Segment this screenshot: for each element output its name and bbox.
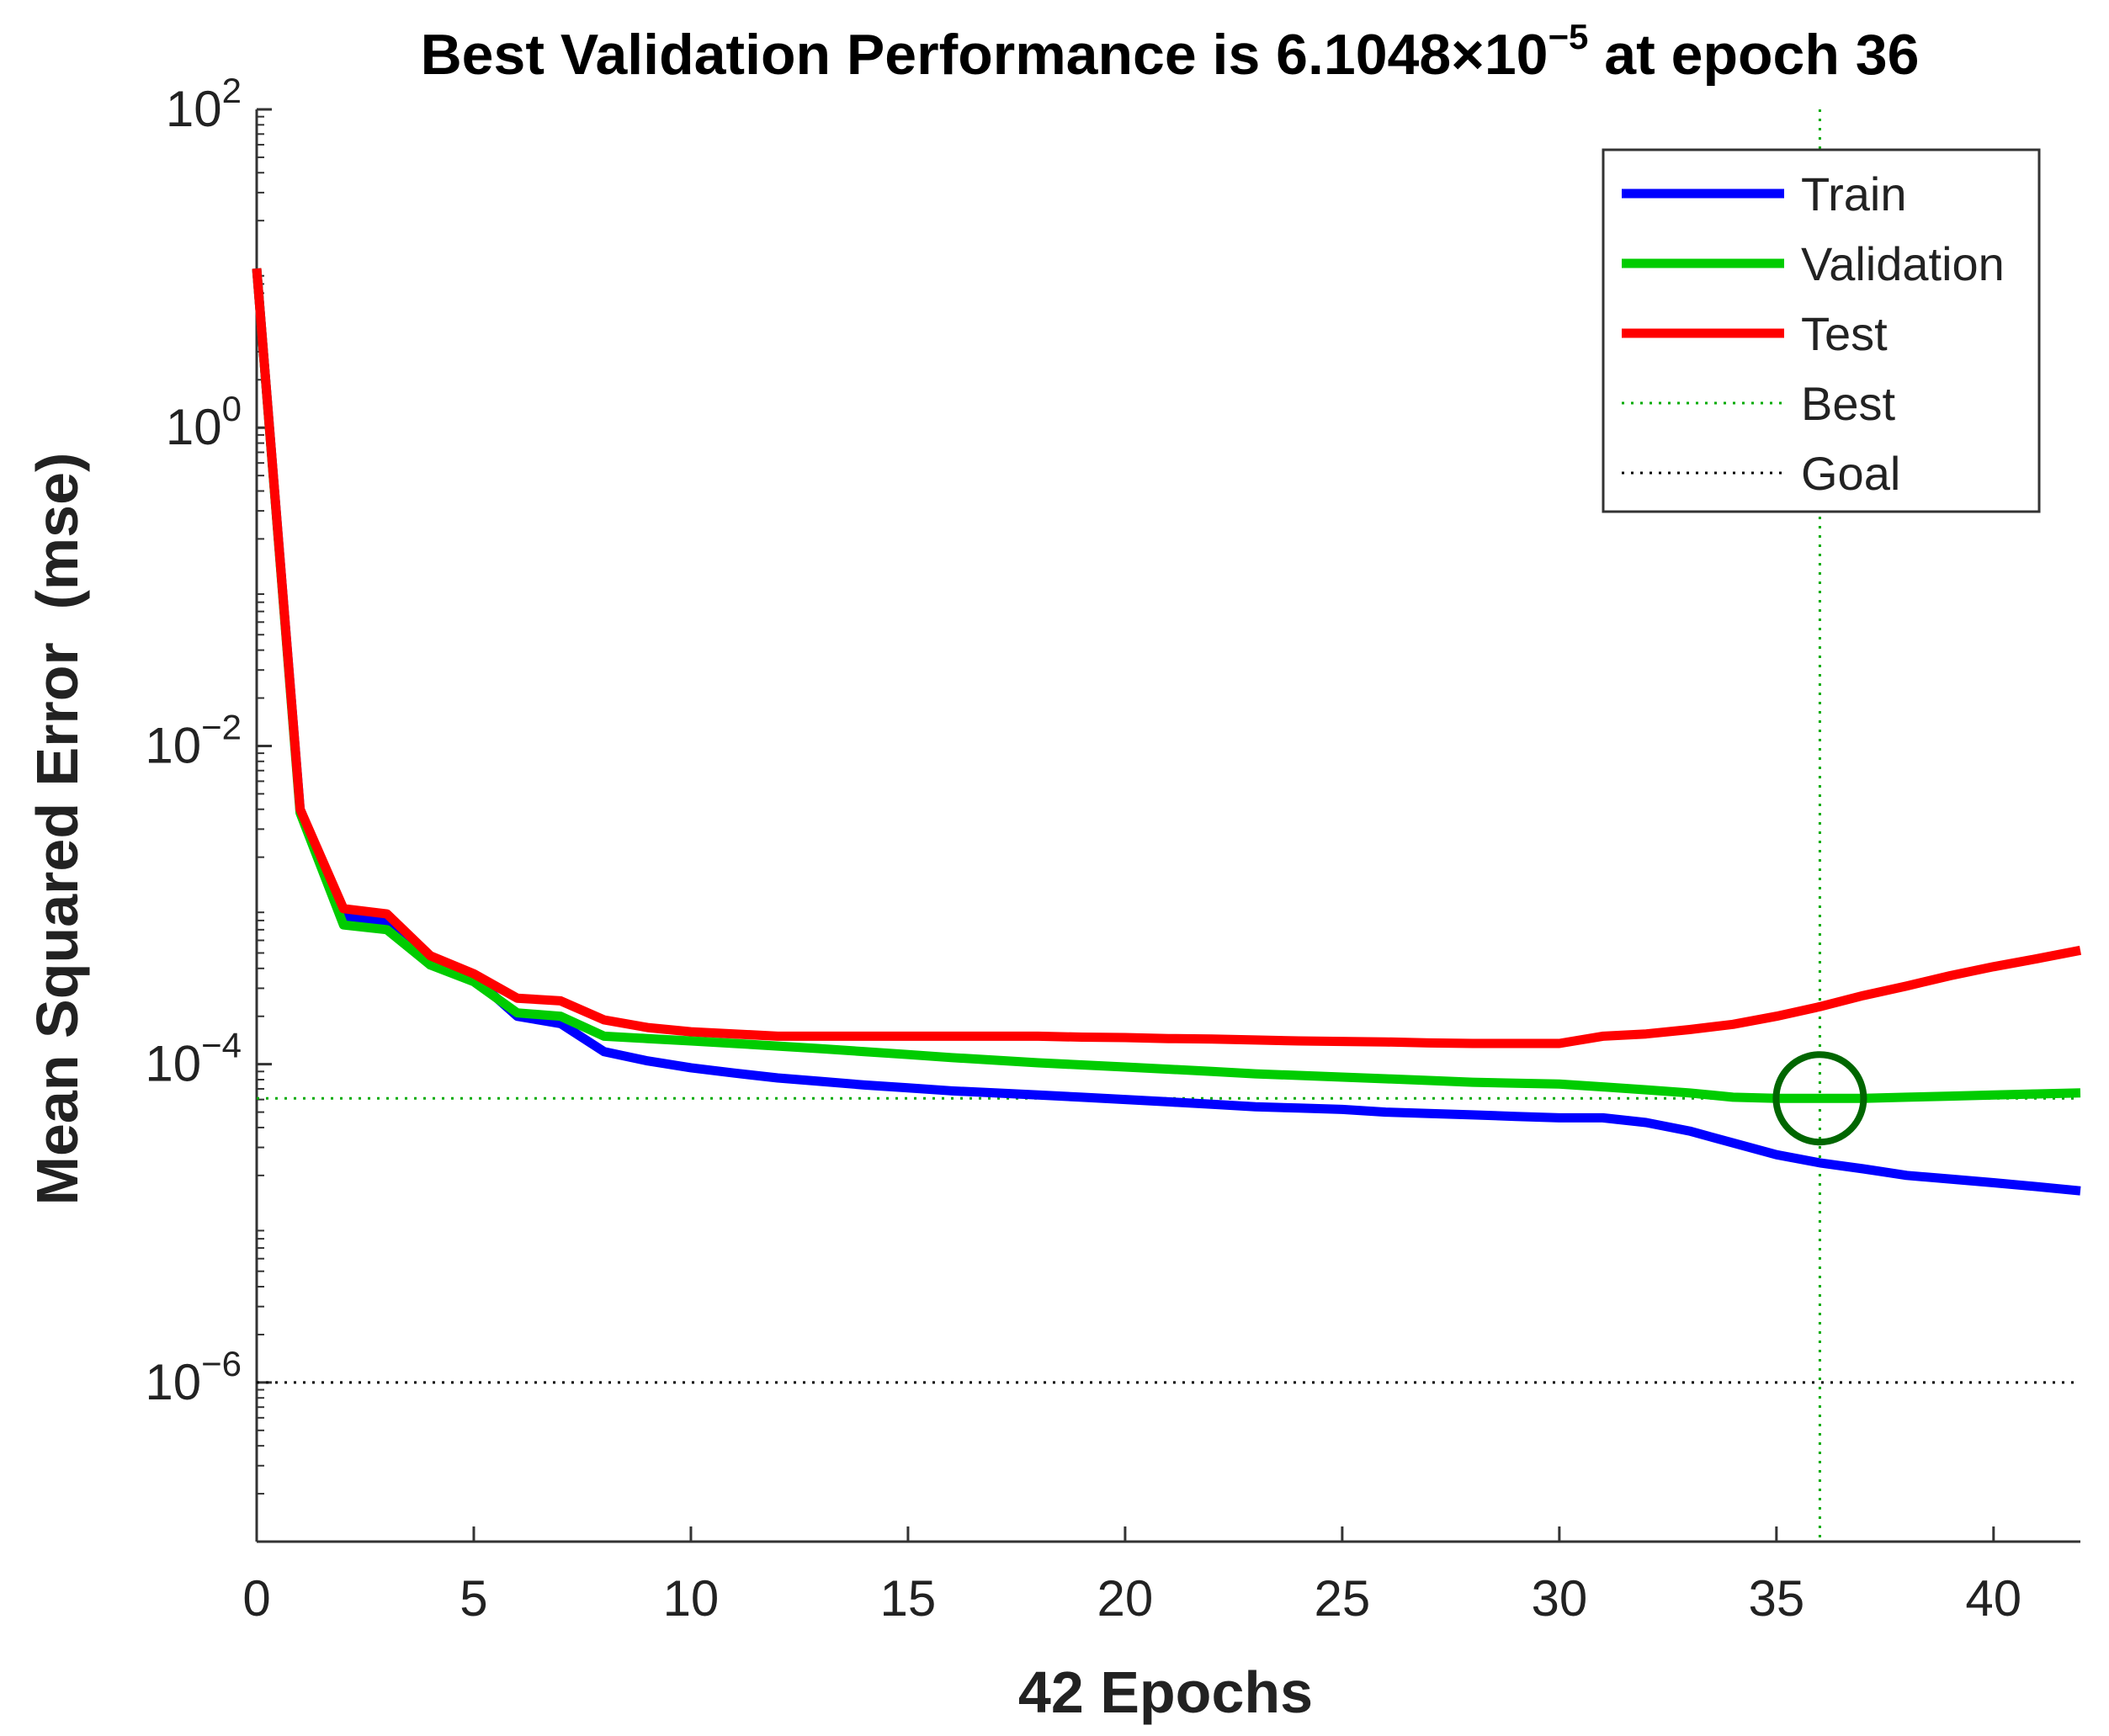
best-marker-layer <box>1772 1051 1867 1146</box>
y-tick-label: 102 <box>166 71 242 137</box>
y-tick-base: 10 <box>145 1354 201 1410</box>
y-tick-exponent: 0 <box>222 389 242 428</box>
x-tick-label: 35 <box>1748 1570 1804 1627</box>
x-tick-label: 10 <box>663 1570 720 1627</box>
y-tick-base: 10 <box>166 399 222 455</box>
y-tick-label: 10−2 <box>145 707 242 773</box>
y-axis-label: Mean Squared Error (mse) <box>24 453 90 1206</box>
y-tick-label: 10−6 <box>145 1344 242 1410</box>
x-axis-label: 42 Epochs <box>1018 1659 1313 1725</box>
legend-label-test: Test <box>1801 307 1888 360</box>
legend-label-train: Train <box>1801 167 1907 220</box>
chart-title-main: Best Validation Performance is 6.1048×10 <box>421 23 1549 87</box>
y-tick-exponent: −6 <box>201 1344 242 1383</box>
y-tick-exponent: 2 <box>222 71 242 110</box>
y-tick-label: 100 <box>166 389 242 455</box>
chart-title: Best Validation Performance is 6.1048×10… <box>421 17 1920 87</box>
series-line-train <box>252 268 2081 1196</box>
x-tick-label: 5 <box>460 1570 487 1627</box>
x-tick-label: 0 <box>242 1570 270 1627</box>
x-tick-label: 25 <box>1315 1570 1371 1627</box>
x-tick-label: 15 <box>880 1570 937 1627</box>
x-tick-label: 40 <box>1965 1570 2021 1627</box>
x-tick-label: 20 <box>1097 1570 1154 1627</box>
legend-label-goal: Goal <box>1801 447 1900 500</box>
best-marker-circle <box>1772 1051 1867 1146</box>
legend-label-validation: Validation <box>1801 237 2005 290</box>
y-tick-base: 10 <box>145 1036 201 1092</box>
chart-title-suffix: at epoch 36 <box>1588 23 1919 87</box>
series-line-test <box>252 268 2082 1049</box>
x-tick-label: 30 <box>1531 1570 1587 1627</box>
chart-title-exponent: −5 <box>1549 17 1589 56</box>
legend: Train Validation Test Best Goal <box>1602 148 2041 513</box>
y-tick-base: 10 <box>166 81 222 137</box>
y-tick-base: 10 <box>145 717 201 773</box>
y-tick-exponent: −2 <box>201 707 242 746</box>
y-tick-exponent: −4 <box>201 1026 242 1065</box>
y-tick-label: 10−4 <box>145 1026 242 1092</box>
legend-label-best: Best <box>1801 377 1895 430</box>
